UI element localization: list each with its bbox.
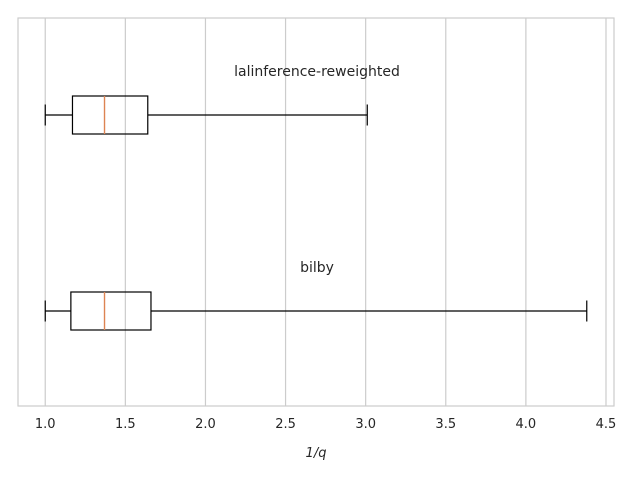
series-label: lalinference-reweighted bbox=[234, 64, 400, 80]
x-tick-label: 2.5 bbox=[275, 417, 296, 432]
box-plot-bilby: bilby bbox=[44, 260, 588, 331]
grid-lines bbox=[44, 18, 607, 406]
x-axis-ticks: 1.0 1.5 2.0 2.5 3.0 3.5 4.0 4.5 bbox=[35, 417, 616, 432]
iqr-box bbox=[70, 291, 152, 331]
x-tick-label: 4.5 bbox=[596, 417, 617, 432]
box-plot-lalinference-reweighted: lalinference-reweighted bbox=[44, 64, 400, 135]
iqr-box bbox=[71, 95, 149, 135]
x-tick-label: 1.0 bbox=[35, 417, 56, 432]
box-plots: lalinference-reweighted bilby bbox=[44, 64, 588, 331]
series-label: bilby bbox=[300, 260, 334, 276]
x-tick-label: 2.0 bbox=[195, 417, 216, 432]
x-axis-label: 1/q bbox=[306, 446, 327, 461]
plot-frame bbox=[17, 17, 615, 407]
x-tick-label: 4.0 bbox=[516, 417, 537, 432]
x-tick-label: 3.5 bbox=[435, 417, 456, 432]
x-tick-label: 1.5 bbox=[115, 417, 136, 432]
x-tick-label: 3.0 bbox=[355, 417, 376, 432]
